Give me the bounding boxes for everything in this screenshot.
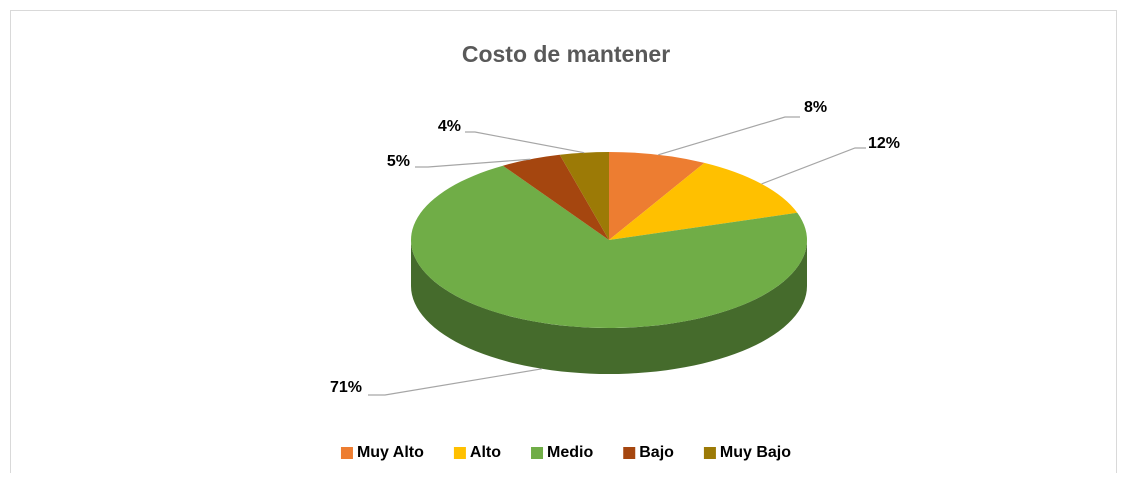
slice bbox=[559, 152, 609, 240]
data-label: 5% bbox=[387, 153, 410, 170]
legend-swatch bbox=[531, 447, 544, 459]
legend-label: Alto bbox=[470, 444, 501, 461]
leader-line bbox=[368, 368, 543, 396]
legend-label: Muy Bajo bbox=[720, 444, 791, 461]
leader-line bbox=[465, 131, 585, 154]
legend-swatch bbox=[703, 447, 716, 459]
slice bbox=[609, 152, 705, 240]
slice bbox=[609, 162, 798, 240]
slice-side bbox=[411, 240, 807, 374]
data-label: 8% bbox=[804, 99, 827, 116]
slice-top bbox=[502, 154, 609, 240]
slice-top bbox=[609, 162, 798, 240]
leader-line bbox=[415, 158, 531, 168]
legend-swatch bbox=[623, 447, 636, 459]
data-label: 12% bbox=[868, 135, 900, 152]
legend-label: Muy Alto bbox=[357, 444, 424, 461]
legend-label: Medio bbox=[547, 444, 593, 461]
slice bbox=[410, 165, 807, 374]
slice-top bbox=[609, 152, 705, 240]
slice-top bbox=[410, 165, 807, 329]
slice bbox=[502, 154, 609, 240]
legend-swatch bbox=[340, 447, 353, 459]
legend-label: Bajo bbox=[639, 444, 674, 461]
legend-swatch bbox=[453, 447, 466, 459]
leader-line bbox=[658, 116, 800, 156]
slice-top bbox=[559, 152, 609, 240]
data-label: 71% bbox=[330, 379, 362, 396]
data-label: 4% bbox=[438, 118, 461, 135]
chart-title: Costo de mantener bbox=[462, 41, 670, 67]
leader-line bbox=[761, 147, 866, 185]
